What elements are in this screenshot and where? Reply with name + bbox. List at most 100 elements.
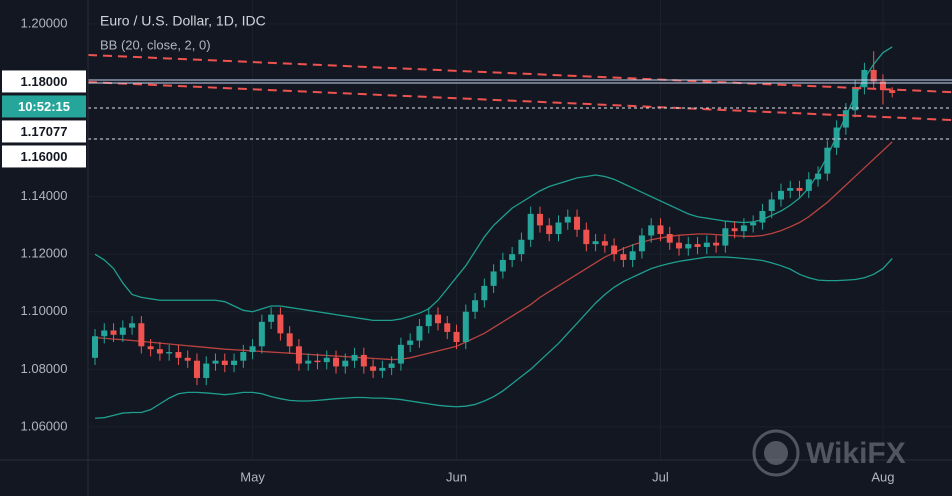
y-tick-label: 1.20000	[21, 15, 68, 30]
watermark-group: WikiFX	[752, 429, 906, 477]
candle-body	[305, 360, 312, 364]
candle-body	[203, 363, 210, 378]
candle-body	[629, 251, 636, 260]
candle-body	[342, 360, 349, 367]
candle-body	[527, 213, 534, 240]
candle-body	[462, 311, 469, 342]
price-line-label: 1.18000	[21, 74, 68, 89]
trend-line	[87, 53, 952, 94]
y-tick-label: 1.12000	[21, 246, 68, 261]
candle-body	[286, 333, 293, 347]
candle-body	[481, 285, 488, 301]
price-line-label-box	[2, 145, 86, 168]
candle-body	[249, 346, 256, 353]
candle-body	[101, 330, 108, 337]
candle-body	[490, 271, 497, 286]
x-tick-label: Jul	[652, 469, 669, 484]
candle-body	[175, 352, 182, 358]
candle-body	[842, 110, 849, 128]
watermark-icon	[752, 429, 800, 477]
candle-body	[323, 357, 330, 363]
candle-body	[574, 216, 581, 230]
candle-body	[694, 244, 701, 247]
y-tick-label: 1.10000	[21, 303, 68, 318]
candle-body	[620, 254, 627, 260]
candle-body	[351, 354, 358, 361]
candle-body	[240, 352, 247, 361]
candle-body	[555, 222, 562, 235]
candle-body	[601, 241, 608, 246]
candle-body	[889, 90, 896, 93]
candle-body	[731, 228, 738, 232]
candle-body	[184, 357, 191, 361]
candle-body	[110, 330, 117, 335]
candle-body	[777, 190, 784, 200]
candle-body	[870, 69, 877, 82]
candle-body	[129, 323, 136, 328]
candle-body	[546, 225, 553, 235]
candle-body	[92, 336, 98, 358]
candle-body	[379, 367, 386, 371]
candle-body	[750, 222, 757, 226]
candle-body	[193, 360, 200, 378]
x-tick-label: Jun	[446, 469, 467, 484]
candle-body	[676, 242, 683, 249]
x-tick-label: May	[240, 469, 265, 484]
x-tick-label: Aug	[871, 469, 894, 484]
candle-body	[119, 327, 126, 335]
plot	[87, 46, 952, 419]
candle-body	[536, 213, 543, 226]
price-line-label: 1.16000	[21, 149, 68, 164]
candle-body	[166, 352, 173, 354]
candle-body	[657, 225, 664, 235]
candle-body	[499, 259, 506, 272]
candle-body	[147, 346, 154, 350]
candle-body	[592, 241, 599, 245]
candle-body	[638, 235, 645, 252]
candle-body	[722, 228, 729, 246]
candle-body	[472, 300, 479, 312]
watermark-icon	[764, 441, 788, 465]
candle-body	[583, 229, 590, 245]
candle-body	[138, 323, 145, 347]
candle-body	[212, 360, 219, 364]
candle-body	[314, 360, 321, 363]
watermark: WikiFX	[806, 437, 906, 470]
chart-subtitle: BB (20, close, 2, 0)	[100, 37, 211, 52]
candle-body	[370, 366, 377, 371]
candle-body	[509, 254, 516, 260]
candle-body	[360, 354, 367, 367]
candle-body	[703, 242, 710, 247]
candle-body	[611, 245, 618, 255]
candle-body	[805, 179, 812, 191]
candle-body	[685, 244, 692, 249]
candle-body	[444, 323, 451, 332]
candle-body	[231, 360, 238, 366]
y-tick-label: 1.14000	[21, 188, 68, 203]
candle-body	[156, 349, 163, 354]
candle-body	[879, 81, 886, 91]
candle-body	[295, 346, 302, 364]
candle-body	[852, 87, 859, 111]
candle-body	[333, 357, 340, 367]
candle-body	[740, 225, 747, 232]
candle-body	[407, 340, 414, 345]
candle-body	[787, 187, 794, 191]
candle-body	[416, 326, 423, 341]
candle-body	[388, 363, 395, 368]
candle-body	[434, 314, 441, 324]
candle-body	[268, 314, 275, 322]
countdown-label-box	[2, 95, 86, 118]
price-line-label-box	[2, 120, 86, 143]
candle-body	[453, 331, 460, 342]
y-tick-label: 1.06000	[21, 418, 68, 433]
price-line-label: 1.17077	[21, 124, 68, 139]
candle-body	[768, 199, 775, 212]
candle-body	[258, 321, 265, 347]
price-line-label-box	[2, 70, 86, 93]
candle-body	[824, 147, 831, 174]
labels: 1.06000 1.08000 1.10000 1.12000 1.14000 1.160…	[2, 15, 895, 484]
y-tick-label: 1.08000	[21, 361, 68, 376]
